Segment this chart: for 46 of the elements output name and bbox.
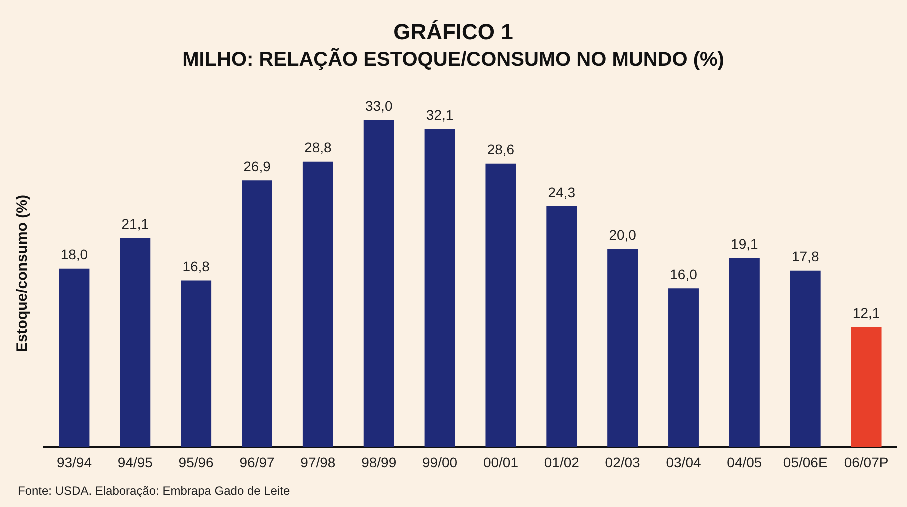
x-tick-label: 02/03	[605, 454, 641, 470]
x-tick-label: 01/02	[544, 454, 580, 470]
data-label: 16,8	[182, 258, 210, 275]
x-tick-label: 04/05	[727, 454, 762, 470]
data-label: 19,1	[731, 236, 759, 252]
bar	[668, 288, 699, 448]
data-label: 17,8	[792, 248, 820, 265]
bar	[120, 238, 151, 448]
data-label: 24,3	[548, 184, 576, 200]
bar	[364, 120, 394, 448]
data-label: 18,0	[60, 246, 88, 263]
bar	[608, 249, 638, 448]
bar	[729, 258, 760, 448]
data-label: 28,6	[487, 142, 515, 158]
bar	[302, 162, 334, 448]
x-tick-label: 95/96	[178, 454, 214, 470]
bar	[59, 268, 90, 448]
data-label: 32,1	[426, 106, 454, 123]
data-label: 33,0	[365, 98, 393, 114]
bar	[486, 164, 516, 448]
data-label: 26,9	[244, 158, 272, 175]
data-label: 28,8	[304, 140, 332, 156]
x-tick-label: 94/95	[118, 454, 154, 470]
x-tick-label: 03/04	[666, 454, 702, 470]
y-axis-title: Estoque/consumo (%)	[14, 195, 32, 353]
data-label: 12,1	[852, 305, 880, 322]
x-tick-label: 06/07P	[844, 454, 889, 470]
x-tick-label: 05/06E	[783, 454, 828, 470]
x-tick-label: 96/97	[240, 454, 275, 470]
chart-title: GRÁFICO 1	[394, 19, 514, 44]
data-label: 21,1	[122, 216, 150, 232]
chart-subtitle: MILHO: RELAÇÃO ESTOQUE/CONSUMO NO MUNDO (%)	[182, 48, 724, 71]
data-label: 20,0	[609, 226, 637, 243]
x-tick-label: 98/99	[362, 454, 397, 470]
bar	[242, 180, 272, 448]
x-tick-label: 99/00	[422, 454, 458, 470]
x-tick-label: 00/01	[483, 454, 519, 470]
bar	[790, 270, 821, 448]
bar	[546, 206, 578, 448]
source-note: Fonte: USDA. Elaboração: Embrapa Gado de Leite	[18, 484, 290, 498]
bar	[424, 129, 456, 448]
x-tick-label: 93/94	[56, 454, 92, 470]
x-tick-label: 97/98	[300, 454, 336, 470]
bar	[851, 327, 882, 448]
bar	[181, 280, 212, 448]
data-label: 16,0	[670, 266, 698, 283]
